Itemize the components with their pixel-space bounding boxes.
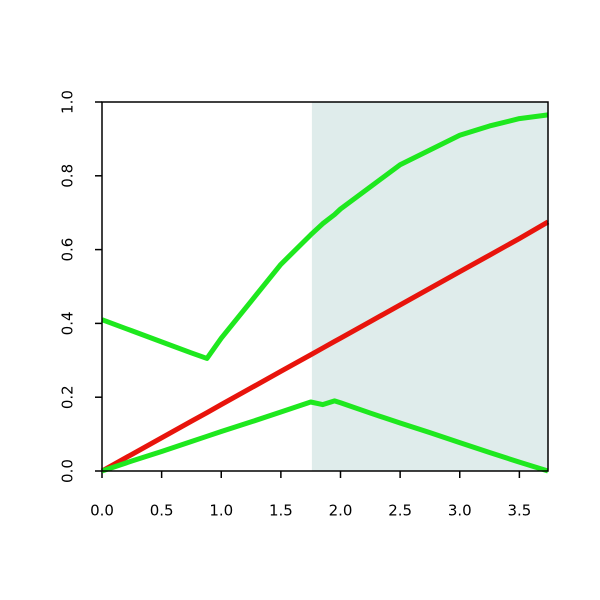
x-tick-label: 2.0 [329,502,353,520]
x-tick-label: 1.0 [209,502,233,520]
x-tick-label: 2.5 [388,502,412,520]
y-tick-label: 1.0 [59,90,77,114]
series-line [100,219,550,474]
y-tick-label: 0.2 [59,385,77,409]
y-tick-label: 0.6 [59,238,77,262]
y-tick-label: 0.0 [59,459,77,483]
x-tick-label: 1.5 [269,502,293,520]
x-tick-label: 3.0 [448,502,472,520]
plot-frame [101,101,549,472]
y-tick-label: 0.4 [59,311,77,335]
series-line [101,398,549,474]
x-tick-label: 0.0 [90,502,114,520]
y-tick-label: 0.8 [59,164,77,188]
x-tick-label: 0.5 [150,502,174,520]
x-tick-label: 3.5 [507,502,531,520]
series-line [101,112,549,361]
